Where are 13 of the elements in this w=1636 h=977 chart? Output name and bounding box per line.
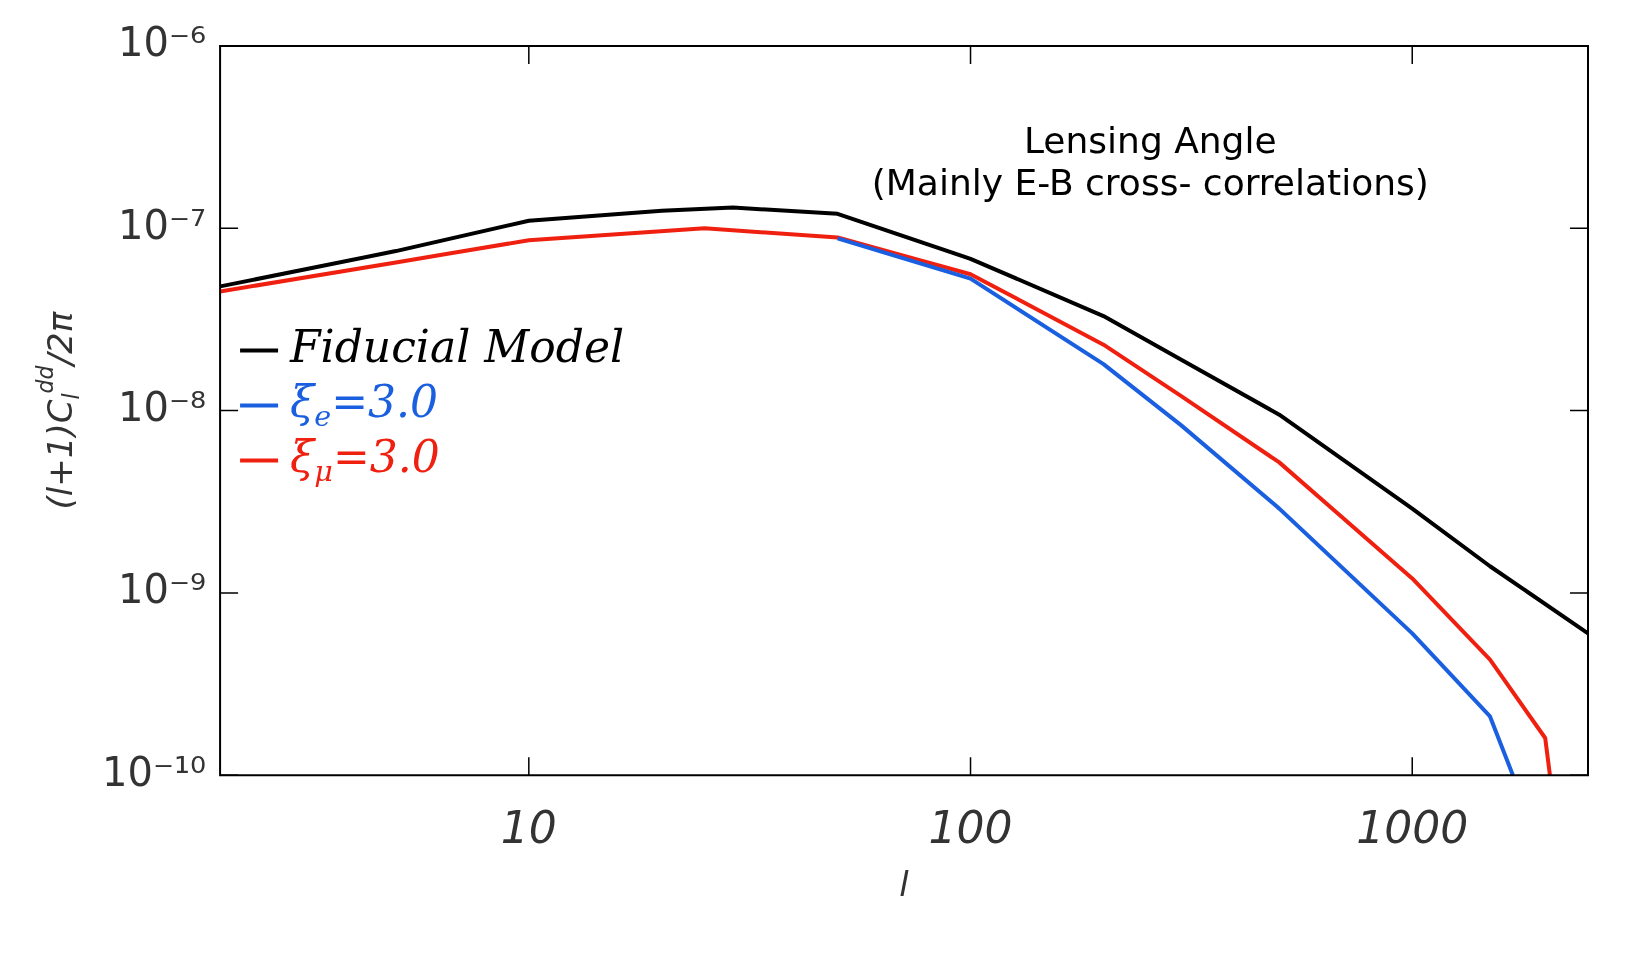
x-tick-label: 1000 [1356, 802, 1469, 854]
annotation: (Mainly E-B cross- correlations) [871, 162, 1429, 204]
y-tick-label: 10⁻⁹ [118, 566, 207, 613]
x-tick-label: 100 [928, 802, 1013, 854]
y-tick-label: 10⁻⁷ [118, 201, 207, 248]
y-tick-label: 10⁻⁸ [118, 383, 207, 430]
y-tick-label: 10⁻¹⁰ [101, 748, 207, 795]
x-tick-label: 10 [500, 802, 557, 854]
legend-label: Fiducial Model [289, 321, 625, 373]
y-axis-title: (l+1)Cldd/2π [32, 311, 84, 510]
annotation: Lensing Angle [1023, 120, 1277, 162]
x-axis-title: l [899, 864, 910, 905]
y-tick-label: 10⁻⁶ [118, 19, 207, 66]
